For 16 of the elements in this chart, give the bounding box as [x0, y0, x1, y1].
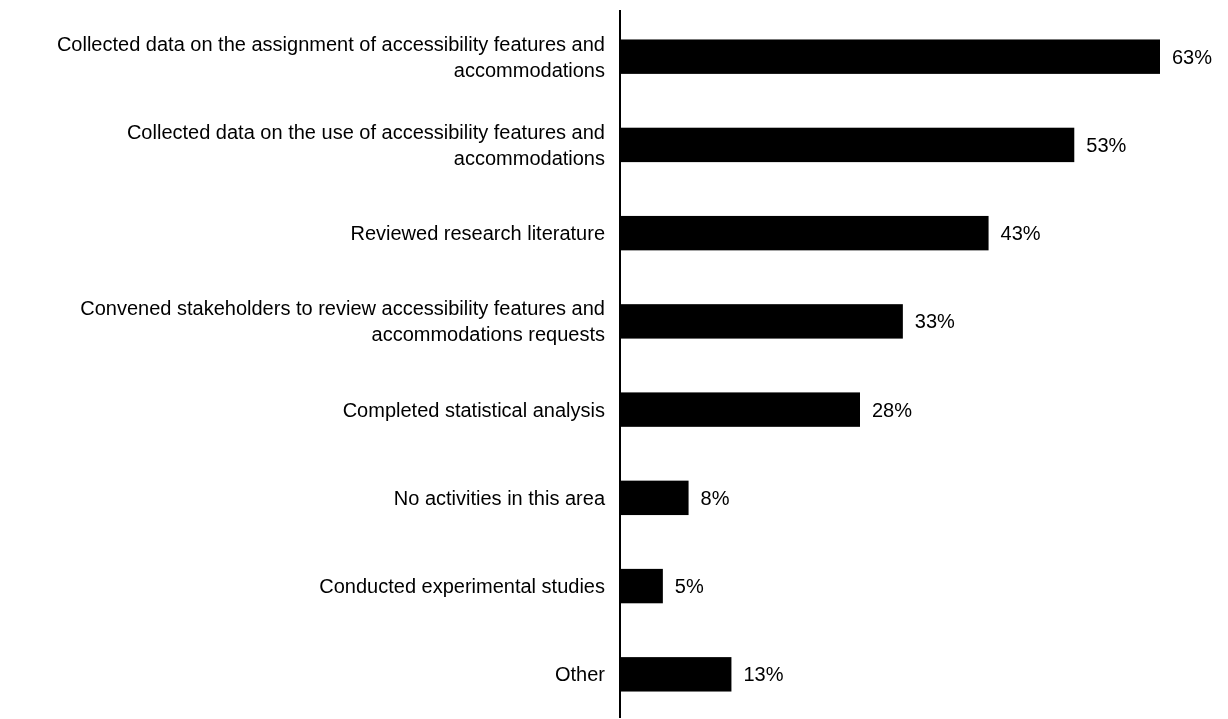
- y-tick-label: Convened stakeholders to review accessibility features and accommodations requests: [80, 297, 605, 346]
- y-tick-label: Conducted experimental studies: [319, 575, 605, 598]
- y-tick-label: No activities in this area: [393, 486, 606, 509]
- data-label: 33%: [914, 310, 956, 333]
- y-tick-label: Completed statistical analysis: [342, 398, 605, 421]
- y-tick-label: Other: [554, 663, 606, 686]
- data-label: 43%: [1000, 222, 1041, 245]
- data-label: 8%: [700, 486, 730, 509]
- y-tick-label: Collected data on the assignment of accessibility features and accommodations: [56, 32, 605, 81]
- y-tick-label: Reviewed research literature: [350, 222, 605, 245]
- data-label: 13%: [743, 663, 784, 686]
- data-label: 28%: [872, 398, 913, 421]
- data-label: 53%: [1086, 133, 1127, 156]
- y-tick-label: Collected data on the use of accessibility features and accommodations: [126, 120, 605, 169]
- data-label: 63%: [1172, 45, 1213, 68]
- data-label: 5%: [674, 575, 704, 598]
